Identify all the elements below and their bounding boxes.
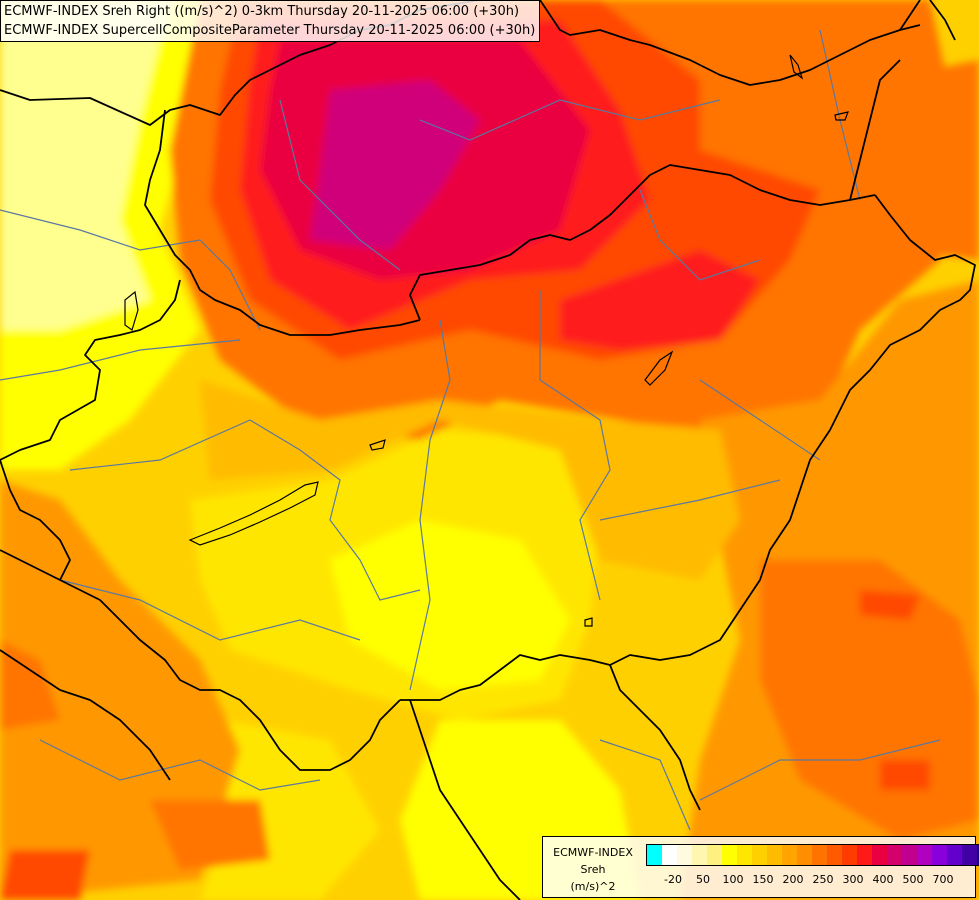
legend-tick-label: 200 [782, 873, 804, 886]
lake-small-1 [369, 439, 386, 451]
legend-swatch-19 [932, 845, 947, 865]
legend-tick-label: 300 [842, 873, 864, 886]
legend-swatch-6 [737, 845, 752, 865]
map-title-line-2: ECMWF-INDEX SupercellCompositeParameter … [4, 23, 536, 38]
region-line-5 [539, 290, 611, 601]
border-ukraine-east [609, 194, 976, 666]
legend-swatch-0 [647, 845, 662, 865]
legend-tick-label: 700 [932, 873, 954, 886]
field-orange-dark-sw [150, 800, 270, 870]
field-magenta-core [310, 80, 480, 250]
legend-swatch-7 [752, 845, 767, 865]
border-east-edge [929, 0, 956, 41]
legend-swatch-22 [977, 845, 979, 865]
field-red-sw-corner [0, 850, 90, 900]
border-austria-hungary [0, 279, 181, 461]
legend-swatch-5 [722, 845, 737, 865]
border-croatia-west [0, 649, 171, 781]
lake-small-4 [644, 350, 674, 386]
region-line-14 [699, 739, 941, 801]
legend-title: ECMWF-INDEX [553, 846, 633, 859]
legend-swatches [646, 844, 979, 866]
legend-swatch-16 [887, 845, 902, 865]
region-line-9 [419, 99, 721, 141]
legend-swatch-17 [902, 845, 917, 865]
region-line-10 [639, 189, 761, 281]
legend-tick-label: 50 [696, 873, 710, 886]
legend-ticks: -20 50 100 150 200 250 300 400 500 700 [646, 873, 976, 889]
legend-swatch-2 [677, 845, 692, 865]
legend-swatch-20 [947, 845, 962, 865]
lake-small-5 [584, 617, 593, 627]
field-pale-west [0, 0, 170, 330]
border-serbia-east [609, 664, 701, 811]
border-slovakia-poland [539, 0, 921, 86]
legend-swatch-8 [767, 845, 782, 865]
field-yellow-west2 [0, 330, 120, 420]
legend-swatch-10 [797, 845, 812, 865]
region-line-12 [59, 579, 361, 641]
map-title-line-1: ECMWF-INDEX Sreh Right ((m/s)^2) 0-3km T… [4, 4, 520, 19]
lake-neusiedl [124, 290, 139, 331]
lake-small-2 [789, 54, 804, 80]
legend-variable: Sreh [580, 863, 606, 876]
border-slovenia [0, 459, 71, 581]
legend-tick-label: -20 [664, 873, 682, 886]
border-hungary-serbia [400, 654, 611, 701]
lake-small-3 [834, 111, 849, 121]
legend-swatch-9 [782, 845, 797, 865]
field-red-e-spot [860, 590, 920, 620]
field-orange-mid [200, 380, 740, 580]
color-legend: ECMWF-INDEX Sreh (m/s)^2 -20 50 100 150 200 2… [542, 836, 979, 898]
legend-tick-label: 150 [752, 873, 774, 886]
legend-swatch-18 [917, 845, 932, 865]
legend-unit: (m/s)^2 [570, 880, 616, 893]
region-line-4 [409, 319, 451, 691]
lakes [124, 54, 849, 627]
border-hungary-slovakia [409, 164, 876, 321]
lake-balaton [188, 481, 319, 546]
legend-swatch-21 [962, 845, 977, 865]
region-line-3 [69, 419, 421, 601]
legend-swatch-11 [812, 845, 827, 865]
legend-swatch-12 [827, 845, 842, 865]
border-croatia [0, 549, 401, 771]
legend-swatch-3 [692, 845, 707, 865]
legend-swatch-15 [872, 845, 887, 865]
region-line-7 [699, 379, 821, 461]
region-line-2 [0, 339, 241, 381]
border-west [144, 109, 421, 336]
legend-swatch-1 [662, 845, 677, 865]
legend-swatch-13 [842, 845, 857, 865]
region-line-6 [599, 479, 781, 521]
field-red-east [560, 250, 760, 350]
legend-swatch-4 [707, 845, 722, 865]
legend-swatch-14 [857, 845, 872, 865]
region-line-15 [599, 739, 691, 831]
border-slovakia-ukraine [849, 59, 901, 201]
map-title-box: ECMWF-INDEX Sreh Right ((m/s)^2) 0-3km T… [0, 0, 541, 42]
field-orange-sw2 [0, 640, 60, 730]
legend-tick-label: 250 [812, 873, 834, 886]
region-line-8 [279, 99, 401, 271]
legend-tick-label: 400 [872, 873, 894, 886]
legend-tick-label: 100 [722, 873, 744, 886]
field-red-se-spot [880, 760, 930, 790]
legend-tick-label: 500 [902, 873, 924, 886]
border-ne-loop [899, 0, 921, 31]
region-line-13 [39, 739, 321, 791]
border-bosnia [409, 699, 521, 900]
field-orange-sw [0, 480, 240, 900]
field-orange-dark-ne [870, 60, 979, 260]
field-yellow-core [330, 520, 570, 690]
